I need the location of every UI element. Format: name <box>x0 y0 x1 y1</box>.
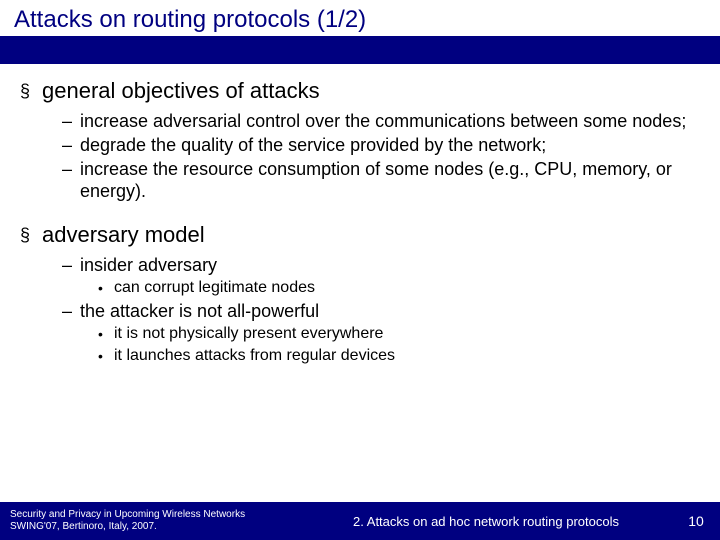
sub-list-item-text: can corrupt legitimate nodes <box>114 278 315 298</box>
list-item: – insider adversary <box>62 254 700 276</box>
dash-lvl2-icon: – <box>62 134 80 156</box>
slide-footer: Security and Privacy in Upcoming Wireles… <box>0 502 720 540</box>
dash-lvl2-icon: – <box>62 158 80 202</box>
bullet-lvl1-icon: § <box>20 222 42 248</box>
title-region: Attacks on routing protocols (1/2) <box>0 0 720 36</box>
dot-lvl3-icon: • <box>98 346 114 366</box>
footer-section-title: 2. Attacks on ad hoc network routing pro… <box>300 514 672 529</box>
dash-lvl2-icon: – <box>62 254 80 276</box>
sub-list-item: • it is not physically present everywher… <box>98 324 700 344</box>
sub-list-item: • can corrupt legitimate nodes <box>98 278 700 298</box>
list-item: – increase the resource consumption of s… <box>62 158 700 202</box>
footer-left-line2: SWING'07, Bertinoro, Italy, 2007. <box>10 521 300 533</box>
slide-title: Attacks on routing protocols (1/2) <box>14 6 706 34</box>
title-separator <box>0 36 720 64</box>
section-gap <box>20 204 700 222</box>
slide: Attacks on routing protocols (1/2) § gen… <box>0 0 720 540</box>
list-item: – increase adversarial control over the … <box>62 110 700 132</box>
page-number: 10 <box>672 513 720 529</box>
bullet-lvl1-icon: § <box>20 78 42 104</box>
footer-left: Security and Privacy in Upcoming Wireles… <box>0 509 300 533</box>
section-heading-text: general objectives of attacks <box>42 78 320 104</box>
list-item-text: increase adversarial control over the co… <box>80 110 686 132</box>
list-item: – degrade the quality of the service pro… <box>62 134 700 156</box>
list-item-text: insider adversary <box>80 254 217 276</box>
list-item-text: increase the resource consumption of som… <box>80 158 700 202</box>
list-item-text: degrade the quality of the service provi… <box>80 134 546 156</box>
list-item: – the attacker is not all-powerful <box>62 300 700 322</box>
dot-lvl3-icon: • <box>98 324 114 344</box>
dash-lvl2-icon: – <box>62 300 80 322</box>
sub-list-item: • it launches attacks from regular devic… <box>98 346 700 366</box>
section-heading-text: adversary model <box>42 222 205 248</box>
list-item-text: the attacker is not all-powerful <box>80 300 319 322</box>
sub-list-item-text: it is not physically present everywhere <box>114 324 383 344</box>
dot-lvl3-icon: • <box>98 278 114 298</box>
footer-left-line1: Security and Privacy in Upcoming Wireles… <box>10 509 300 521</box>
dash-lvl2-icon: – <box>62 110 80 132</box>
section-heading: § general objectives of attacks <box>20 78 700 104</box>
sub-list-item-text: it launches attacks from regular devices <box>114 346 395 366</box>
section-heading: § adversary model <box>20 222 700 248</box>
slide-body: § general objectives of attacks – increa… <box>0 64 720 540</box>
